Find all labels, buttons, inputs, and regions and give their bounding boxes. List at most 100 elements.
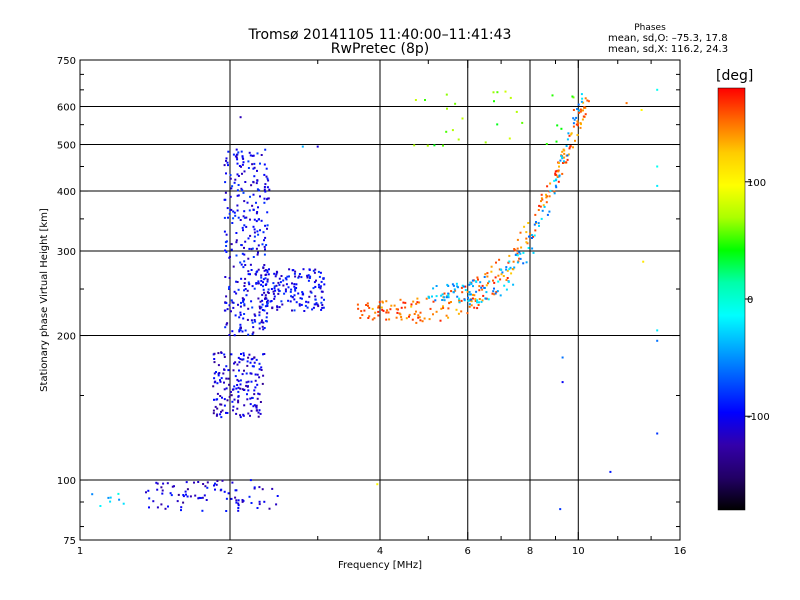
data-point [257, 415, 260, 418]
data-point [243, 304, 246, 307]
data-point [249, 397, 252, 400]
data-point [256, 507, 259, 509]
data-point [223, 309, 226, 312]
data-point [472, 293, 474, 296]
data-point [471, 279, 474, 282]
data-point [308, 268, 311, 271]
data-point [264, 305, 267, 308]
data-point [257, 411, 260, 414]
data-point [291, 309, 293, 312]
data-point [255, 282, 258, 284]
data-point [239, 323, 242, 326]
data-point [237, 499, 240, 502]
data-point [266, 271, 269, 274]
data-point [257, 218, 260, 221]
y-tick-label: 100 [57, 476, 76, 487]
data-point [280, 300, 283, 303]
data-point [313, 281, 316, 284]
data-point [282, 284, 285, 287]
data-point [399, 313, 402, 316]
data-point [500, 273, 503, 276]
data-point [538, 224, 540, 227]
data-point [469, 293, 472, 296]
data-point [275, 503, 278, 506]
data-point [421, 320, 424, 323]
data-point [317, 305, 320, 308]
data-point [216, 480, 219, 482]
data-point [242, 229, 244, 232]
data-point [258, 376, 261, 379]
data-point [262, 278, 265, 281]
data-point [283, 292, 286, 295]
data-point [247, 281, 250, 284]
data-point [483, 286, 486, 289]
data-point [223, 216, 226, 219]
data-point [236, 407, 239, 410]
data-point [261, 325, 264, 328]
data-point [525, 241, 528, 244]
data-point [241, 499, 244, 501]
data-point [227, 369, 230, 372]
data-point [244, 240, 247, 243]
data-point [534, 229, 537, 232]
data-point [561, 381, 564, 384]
data-point [252, 405, 255, 408]
data-point [262, 231, 265, 234]
data-point [219, 413, 222, 416]
data-point [223, 490, 226, 493]
data-point [434, 299, 437, 302]
data-point [253, 486, 256, 489]
data-point [516, 261, 519, 264]
data-point [300, 303, 303, 306]
data-point [304, 304, 307, 307]
data-point [307, 274, 310, 277]
data-point [253, 389, 256, 392]
data-point [236, 173, 239, 176]
data-point [228, 285, 231, 288]
data-point [428, 296, 431, 299]
data-point [260, 321, 263, 324]
data-point [249, 372, 252, 375]
data-point [312, 287, 315, 290]
data-point [240, 326, 242, 329]
data-point [461, 291, 464, 294]
data-point [261, 309, 264, 311]
data-point [213, 352, 216, 355]
data-point [447, 316, 450, 319]
data-point [566, 158, 569, 161]
data-point [560, 127, 563, 130]
data-point [294, 270, 297, 273]
data-point [258, 500, 261, 503]
data-point [232, 388, 235, 391]
data-point [224, 241, 227, 244]
data-point [481, 284, 484, 287]
data-point [582, 101, 585, 104]
data-point [445, 93, 448, 96]
data-point [519, 252, 522, 255]
data-point [266, 224, 269, 227]
data-point [466, 290, 469, 293]
data-point [570, 133, 573, 136]
data-point [410, 303, 413, 306]
data-point [484, 141, 487, 144]
data-point [220, 377, 223, 380]
data-point [162, 482, 165, 485]
data-point [535, 221, 537, 223]
data-point [247, 412, 250, 415]
data-point [197, 497, 200, 500]
data-point [247, 257, 250, 260]
data-point [567, 132, 570, 135]
data-point [220, 403, 223, 406]
data-point [410, 305, 413, 308]
data-point [216, 413, 219, 416]
data-point [234, 214, 237, 217]
data-point [231, 481, 234, 484]
data-point [232, 265, 235, 268]
chart-title: Tromsø 20141105 11:40:00–11:41:43 [248, 27, 512, 43]
data-point [263, 201, 266, 204]
data-point [298, 275, 301, 278]
data-point [577, 122, 580, 125]
data-point [266, 299, 269, 302]
data-point [251, 247, 254, 250]
data-point [236, 162, 239, 165]
